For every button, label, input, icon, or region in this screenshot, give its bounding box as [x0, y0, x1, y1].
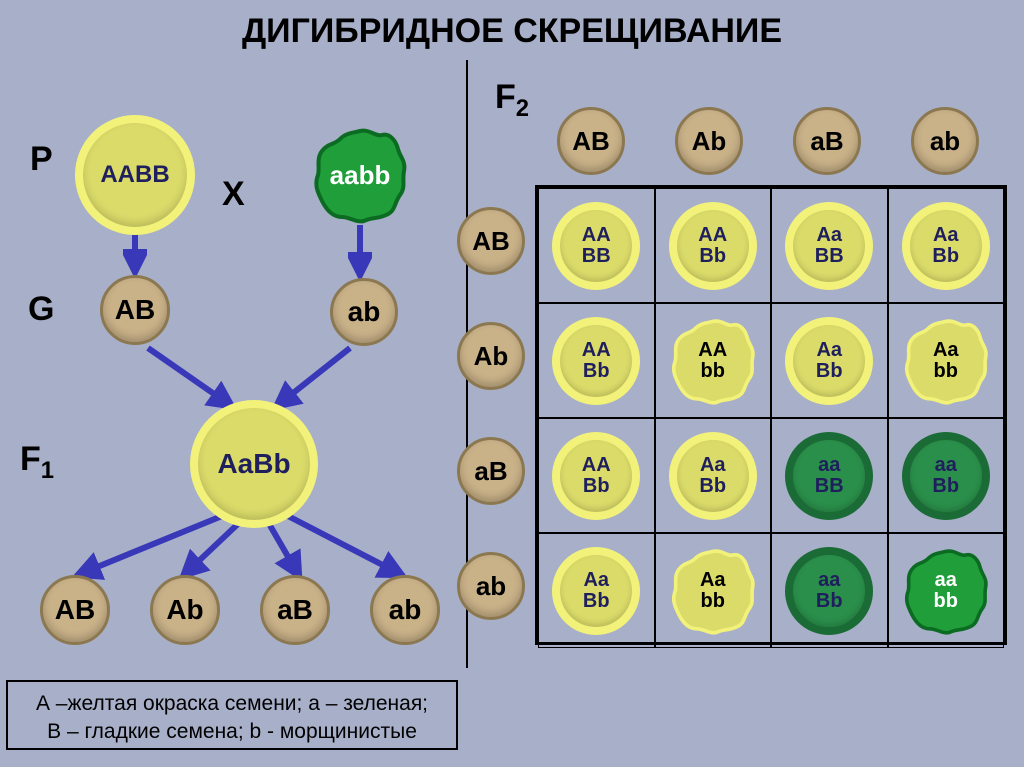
pea-circle: aB: [457, 437, 525, 505]
offspring-wrinkle: AAbb: [668, 316, 758, 406]
legend-line1: А –желтая окраска семени; а – зеленая;: [14, 690, 450, 718]
punnett-cell: Aabb: [655, 533, 772, 648]
pea-circle: AB: [100, 275, 170, 345]
pea-circle: ab: [370, 575, 440, 645]
punnett-cell: aabb: [888, 533, 1005, 648]
offspring-circle: AaBb: [675, 438, 751, 514]
arrow-icon: [276, 504, 412, 586]
pea-circle: AABB: [80, 120, 190, 230]
label-X: X: [222, 175, 245, 214]
pea-circle: AB: [457, 207, 525, 275]
pea-wrinkle: aabb: [310, 125, 410, 225]
pea-circle: Ab: [457, 322, 525, 390]
pea-circle: aB: [793, 107, 861, 175]
legend-box: А –желтая окраска семени; а – зеленая; В…: [6, 680, 458, 750]
punnett-cell: aaBb: [771, 533, 888, 648]
punnett-cell: aaBb: [888, 418, 1005, 533]
punnett-cell: AABb: [655, 188, 772, 303]
offspring-circle: AaBB: [791, 208, 867, 284]
punnett-cell: AaBb: [888, 188, 1005, 303]
pea-circle: Ab: [675, 107, 743, 175]
offspring-circle: aaBB: [791, 438, 867, 514]
arrow-icon: [266, 336, 362, 417]
offspring-circle: aaBb: [791, 553, 867, 629]
offspring-wrinkle: Aabb: [901, 316, 991, 406]
punnett-cell: AaBb: [655, 418, 772, 533]
label-P: P: [30, 140, 53, 179]
pea-circle: AB: [557, 107, 625, 175]
label-F2: F2: [495, 78, 529, 123]
pea-circle: AB: [40, 575, 110, 645]
punnett-cell: AABB: [538, 188, 655, 303]
punnett-cell: AaBb: [771, 303, 888, 418]
punnett-cell: AaBB: [771, 188, 888, 303]
offspring-circle: AABb: [558, 323, 634, 399]
punnett-square: AABB AABb AaBB AaBb AABb AAbb AaBb Aabb AABb AaBb…: [535, 185, 1007, 645]
offspring-wrinkle: Aabb: [668, 546, 758, 636]
label-F1: F1: [20, 440, 54, 485]
offspring-circle: AaBb: [558, 553, 634, 629]
punnett-cell: AABb: [538, 418, 655, 533]
page-title: ДИГИБРИДНОЕ СКРЕЩИВАНИЕ: [0, 12, 1024, 51]
punnett-cell: Aabb: [888, 303, 1005, 418]
label-G: G: [28, 290, 54, 329]
pea-circle: ab: [911, 107, 979, 175]
offspring-circle: aaBb: [908, 438, 984, 514]
pea-circle: AaBb: [195, 405, 313, 523]
arrow-icon: [136, 336, 242, 417]
punnett-cell: AAbb: [655, 303, 772, 418]
punnett-cell: AABb: [538, 303, 655, 418]
punnett-cell: AaBb: [538, 533, 655, 648]
offspring-circle: AABb: [675, 208, 751, 284]
pea-circle: Ab: [150, 575, 220, 645]
punnett-cell: aaBB: [771, 418, 888, 533]
pea-circle: ab: [330, 278, 398, 346]
pea-circle: ab: [457, 552, 525, 620]
offspring-wrinkle: aabb: [901, 546, 991, 636]
offspring-circle: AABb: [558, 438, 634, 514]
offspring-circle: AaBb: [908, 208, 984, 284]
offspring-circle: AABB: [558, 208, 634, 284]
pea-circle: aB: [260, 575, 330, 645]
offspring-circle: AaBb: [791, 323, 867, 399]
legend-line2: В – гладкие семена; b - морщинистые: [14, 718, 450, 746]
